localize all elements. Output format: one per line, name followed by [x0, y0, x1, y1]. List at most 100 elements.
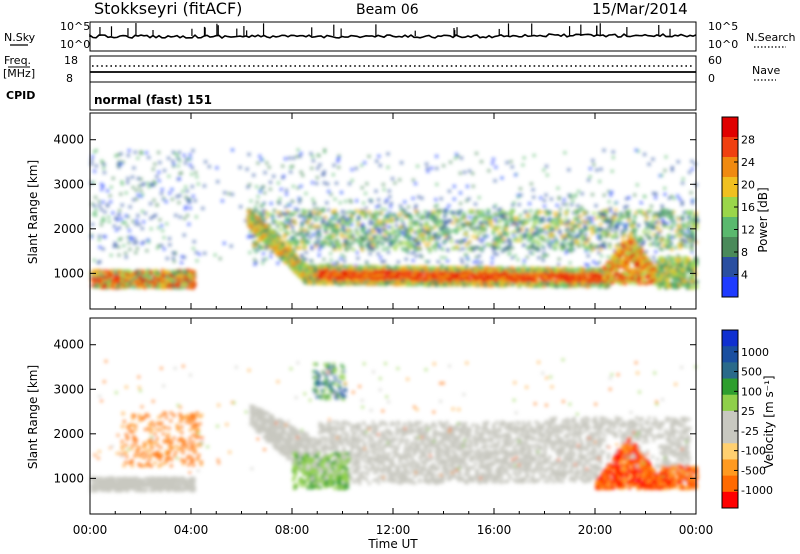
- scatter-cell: [406, 232, 410, 236]
- scatter-cell: [377, 155, 381, 158]
- scatter-cell: [285, 212, 289, 216]
- scatter-cell: [566, 242, 570, 245]
- scatter-cell: [221, 199, 224, 203]
- scatter-cell: [571, 241, 574, 244]
- scatter-cell: [312, 233, 315, 236]
- scatter-cell: [447, 204, 451, 207]
- scatter-cell: [308, 216, 312, 220]
- scatter-cell: [493, 179, 497, 182]
- scatter-cell: [292, 219, 296, 222]
- scatter-cell: [329, 193, 333, 196]
- scatter-cell: [690, 210, 694, 213]
- scatter-cell: [670, 245, 673, 248]
- scatter-cell: [435, 155, 438, 158]
- scatter-cell: [334, 216, 338, 220]
- scatter-cell: [361, 225, 365, 228]
- scatter-cell: [152, 199, 156, 202]
- scatter-cell: [368, 252, 372, 255]
- scatter-cell: [577, 241, 581, 245]
- scatter-cell: [324, 241, 328, 245]
- scatter-cell: [643, 195, 646, 198]
- scatter-cell: [494, 204, 497, 207]
- scatter-cell: [425, 221, 429, 224]
- scatter-cell: [455, 240, 458, 243]
- scatter-cell: [671, 169, 674, 172]
- scatter-cell: [347, 234, 351, 238]
- scatter-cell: [114, 272, 118, 276]
- scatter-cell: [100, 223, 103, 227]
- scatter-cell: [599, 168, 603, 171]
- scatter-cell: [525, 221, 529, 224]
- scatter-cell: [410, 243, 414, 246]
- scatter-cell: [344, 248, 348, 251]
- scatter-cell: [435, 222, 439, 225]
- cpid-value: normal (fast) 151: [94, 93, 212, 107]
- scatter-cell: [400, 242, 404, 246]
- scatter-cell: [588, 175, 592, 178]
- scatter-cell: [611, 217, 615, 220]
- scatter-cell: [103, 219, 106, 222]
- scatter-cell: [184, 205, 188, 209]
- scatter-cell: [306, 231, 310, 234]
- scatter-cell: [468, 240, 472, 243]
- scatter-cell: [373, 235, 377, 238]
- scatter-cell: [289, 166, 292, 169]
- scatter-cell: [310, 167, 313, 170]
- scatter-cell: [436, 204, 439, 207]
- scatter-cell: [457, 212, 461, 216]
- scatter-cell: [627, 210, 631, 214]
- scatter-cell: [176, 270, 179, 274]
- scatter-cell: [386, 152, 390, 156]
- scatter-cell: [407, 214, 411, 217]
- nsky-spikes: [99, 23, 671, 36]
- scatter-cell: [98, 284, 101, 288]
- scatter-cell: [437, 220, 441, 223]
- scatter-cell: [409, 218, 412, 221]
- scatter-cell: [649, 209, 653, 213]
- scatter-cell: [149, 217, 152, 220]
- scatter-cell: [153, 270, 156, 274]
- scatter-cell: [554, 211, 557, 215]
- scatter-cell: [370, 240, 374, 244]
- scatter-cell: [134, 222, 138, 226]
- scatter-cell: [642, 211, 646, 215]
- scatter-cell: [493, 237, 497, 241]
- scatter-cell: [544, 193, 548, 197]
- scatter-cell: [141, 210, 144, 213]
- scatter-cell: [531, 252, 535, 255]
- scatter-cell: [580, 192, 584, 195]
- scatter-cell: [681, 215, 685, 218]
- scatter-cell: [560, 235, 564, 239]
- scatter-cell: [532, 222, 536, 226]
- scatter-cell: [336, 263, 339, 266]
- scatter-cell: [371, 216, 375, 220]
- scatter-cell: [618, 212, 622, 216]
- scatter-cell: [456, 225, 459, 228]
- scatter-cell: [555, 226, 559, 230]
- scatter-cell: [513, 237, 516, 241]
- scatter-cell: [262, 258, 265, 261]
- scatter-cell: [417, 211, 420, 214]
- scatter-cell: [585, 211, 589, 214]
- scatter-cell: [511, 165, 514, 169]
- scatter-cell: [543, 226, 547, 229]
- scatter-cell: [587, 227, 591, 230]
- scatter-cell: [500, 240, 504, 244]
- scatter-cell: [401, 226, 405, 229]
- scatter-cell: [190, 270, 194, 274]
- scatter-cell: [91, 155, 94, 158]
- scatter-cell: [382, 188, 386, 191]
- scatter-cell: [448, 236, 452, 240]
- scatter-cell: [384, 219, 388, 222]
- scatter-cell: [460, 223, 464, 226]
- scatter-cell: [547, 212, 551, 216]
- scatter-cell: [464, 232, 468, 236]
- scatter-cell: [272, 175, 275, 178]
- scatter-cell: [403, 209, 407, 213]
- scatter-cell: [118, 209, 121, 212]
- scatter-cell: [523, 218, 526, 221]
- scatter-cell: [573, 217, 577, 220]
- scatter-cell: [367, 238, 371, 241]
- scatter-cell: [486, 235, 489, 238]
- scatter-cell: [174, 214, 177, 217]
